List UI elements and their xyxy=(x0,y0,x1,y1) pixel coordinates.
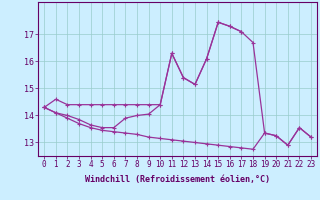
X-axis label: Windchill (Refroidissement éolien,°C): Windchill (Refroidissement éolien,°C) xyxy=(85,175,270,184)
